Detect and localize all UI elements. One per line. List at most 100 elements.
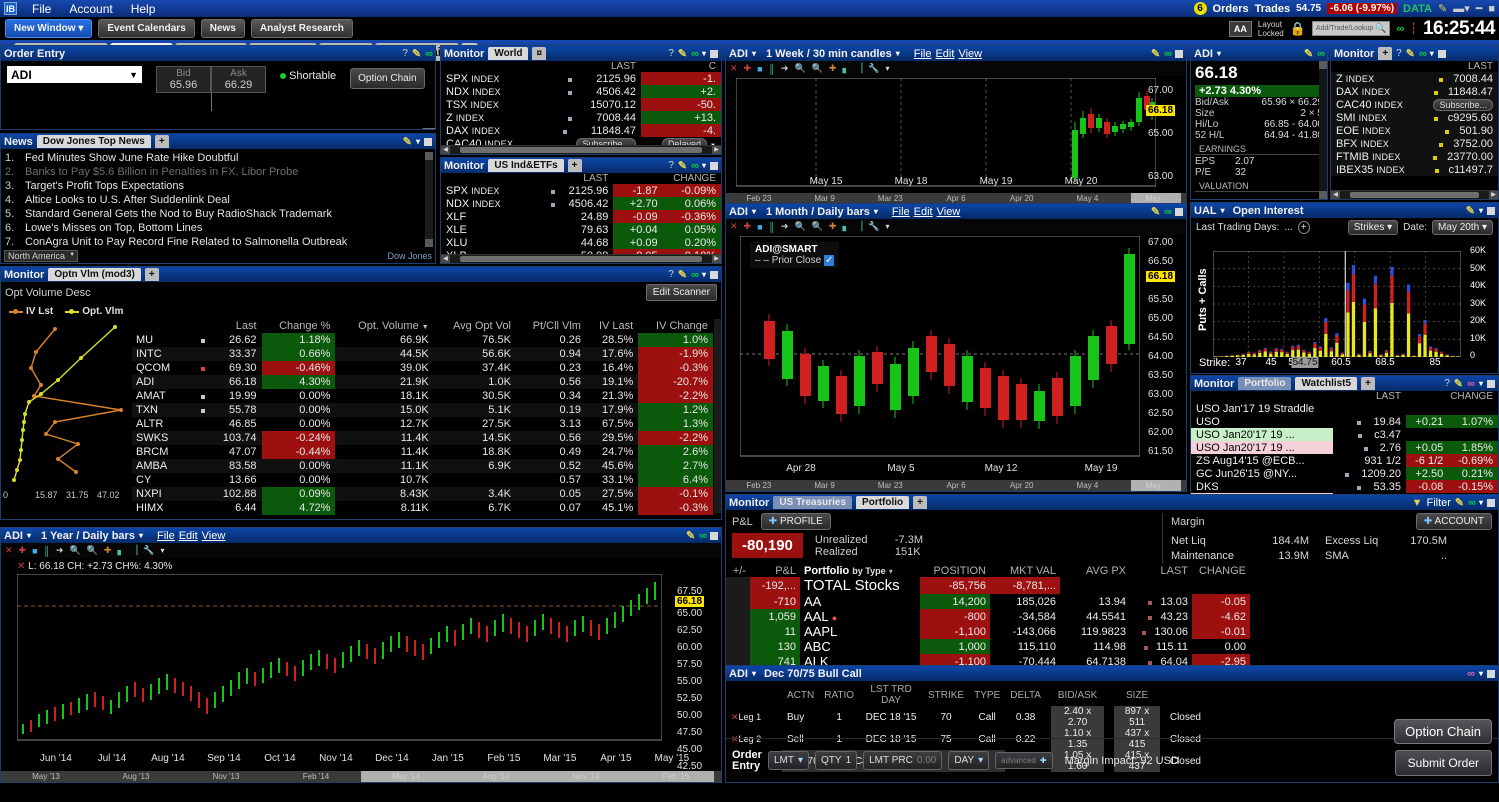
table-row[interactable]: DAX INDEX 11848.47: [1331, 85, 1498, 98]
filter-label[interactable]: Filter: [1426, 496, 1451, 509]
menu-item-account[interactable]: Account: [69, 1, 113, 16]
link-group-icon[interactable]: ∞: [1468, 496, 1476, 509]
scanner-symbol[interactable]: NXPI: [136, 488, 162, 500]
maximize-icon[interactable]: [1437, 49, 1446, 58]
chart2-period[interactable]: 1 Month / Daily bars: [765, 205, 870, 218]
monitor-symbol[interactable]: XLF: [446, 210, 467, 223]
news-add-tab[interactable]: +: [154, 135, 169, 148]
nav-window[interactable]: [1130, 480, 1182, 491]
table-row[interactable]: ZS Aug14'15 @ECB... 931 1/2 -6 1/2 -0.69%: [1191, 454, 1498, 467]
scanner-col-4[interactable]: Pt/Cll Vlm: [532, 320, 581, 332]
scanner-symbol[interactable]: BRCM: [136, 446, 169, 458]
link-group-icon[interactable]: ∞: [691, 159, 699, 172]
pencil-icon[interactable]: ✎: [1150, 206, 1161, 218]
table-row[interactable]: IBEX35 INDEX c11497.7: [1331, 163, 1498, 176]
tools-icon[interactable]: 🔧: [868, 221, 880, 231]
scanner-col-3[interactable]: Avg Opt Vol: [453, 320, 511, 332]
pencil-icon[interactable]: ✎: [1453, 378, 1464, 390]
horizontal-split-icon[interactable]: ▕: [855, 63, 863, 73]
table-row[interactable]: HIMX 6.44 4.72% 8.11K 6.7K 0.07 45.1% -0.3%: [132, 501, 713, 515]
new-window-button[interactable]: New Window ▾: [5, 19, 93, 38]
symbol-select[interactable]: ADI ▼: [7, 66, 142, 83]
scroll-down-arrow[interactable]: [425, 239, 433, 247]
pencil-icon[interactable]: ✎: [677, 160, 688, 172]
strikes-button[interactable]: Strikes ▾: [1347, 220, 1399, 235]
chart1-menu-file[interactable]: File: [913, 47, 932, 60]
news-item[interactable]: 4. Altice Looks to U.S. After Suddenlink …: [1, 193, 435, 207]
candles-icon[interactable]: ║: [768, 63, 775, 74]
news-tab-dow-jones[interactable]: Dow Jones Top News: [36, 135, 151, 148]
chevron-down-icon[interactable]: ▾: [1478, 379, 1483, 388]
table-row[interactable]: FTMIB INDEX 23770.00: [1331, 150, 1498, 163]
maximize-icon[interactable]: [1487, 669, 1495, 678]
scanner-symbol[interactable]: AMAT: [136, 390, 166, 402]
optcombo-symbol[interactable]: ADI: [729, 667, 748, 680]
horizontal-split-icon[interactable]: ▕: [130, 545, 138, 555]
chevron-down-icon[interactable]: ▾: [26, 531, 31, 540]
help-icon[interactable]: ?: [1444, 378, 1450, 389]
zoom-out-icon[interactable]: 🔍: [811, 63, 823, 73]
maximize-icon[interactable]: ■: [1488, 2, 1495, 15]
chart2-plot[interactable]: ADI@SMART – – Prior Close ✓: [726, 234, 1186, 491]
chevron-down-icon[interactable]: ▾: [1478, 669, 1483, 678]
table-row[interactable]: Z INDEX 7008.44: [1331, 72, 1498, 85]
pencil-icon[interactable]: ✎: [411, 48, 422, 60]
chevron-down-icon[interactable]: ▾: [1216, 49, 1221, 58]
table-row[interactable]: DAX INDEX 11848.47 -4.: [441, 124, 721, 137]
pencil-icon[interactable]: ✎: [1150, 48, 1161, 60]
table-row[interactable]: 130 ABC 1,000 115,110 114.98 115.11 0.00: [726, 639, 1498, 654]
combo-option-chain-button[interactable]: Option Chain: [1394, 719, 1492, 744]
news-item[interactable]: 6. Lowe's Misses on Top, Bottom Lines: [1, 221, 435, 235]
vertical-split-icon[interactable]: ▖: [842, 221, 850, 231]
news-button[interactable]: News: [200, 19, 245, 38]
close-icon[interactable]: ✕: [5, 545, 13, 555]
link-group-icon[interactable]: ∞: [1418, 47, 1427, 60]
pin-icon[interactable]: ▬▾: [1453, 3, 1470, 15]
chart1-period[interactable]: 1 Week / 30 min candles: [765, 47, 892, 60]
table-row[interactable]: XLE 79.63 +0.04 0.05%: [441, 223, 721, 236]
position-name[interactable]: ABC: [804, 639, 831, 654]
analyst-research-button[interactable]: Analyst Research: [250, 19, 353, 38]
table-row[interactable]: BRCM 47.07 -0.44% 11.4K 18.8K 0.49 24.7% 2.6%: [132, 445, 713, 459]
table-row[interactable]: AMBA 83.58 0.00% 11.1K 6.9K 0.52 45.6% 2.7%: [132, 459, 713, 473]
chevron-down-icon[interactable]: ▾: [701, 161, 706, 170]
pencil-icon[interactable]: ✎: [1437, 3, 1448, 15]
scanner-col-1[interactable]: Change %: [279, 320, 331, 332]
table-row[interactable]: EOE INDEX 501.90: [1331, 124, 1498, 137]
watchlist-symbol[interactable]: DKS: [1196, 480, 1219, 493]
scroll-right-arrow[interactable]: ▶: [1489, 191, 1498, 199]
watchlist-symbol[interactable]: USO Jan'17 19 Straddle: [1196, 402, 1315, 415]
maximize-icon[interactable]: [1487, 379, 1495, 388]
pointer-icon[interactable]: ➜: [780, 63, 789, 73]
zoom-in-icon[interactable]: 🔍: [794, 221, 806, 231]
maximize-icon[interactable]: [1175, 49, 1183, 58]
tab-portfolio[interactable]: Portfolio: [856, 496, 910, 509]
table-row[interactable]: 741 ALK -1,100 -70,444 64.7138 64.04 -2.95: [726, 654, 1498, 665]
nav-window[interactable]: [361, 771, 714, 782]
table-row[interactable]: SPX INDEX 2125.96 -1.: [441, 72, 721, 85]
add-tab-button[interactable]: +: [567, 159, 582, 172]
zoom-out-icon[interactable]: 🔍: [86, 545, 98, 555]
orders-link[interactable]: Orders: [1212, 2, 1249, 15]
help-icon[interactable]: ?: [1396, 48, 1402, 59]
add-tab-button[interactable]: +: [1361, 377, 1375, 390]
help-icon[interactable]: ?: [668, 269, 674, 280]
maximize-icon[interactable]: [1487, 206, 1495, 215]
profile-button[interactable]: ✚ PROFILE: [760, 513, 831, 530]
scanner-symbol[interactable]: ALTR: [136, 418, 164, 430]
table-row[interactable]: AMAT 19.99 0.00% 18.1K 30.5K 0.34 21.3% -2.2%: [132, 389, 713, 403]
news-item[interactable]: 2. Banks to Pay $5.6 Billion in Penalties…: [1, 165, 435, 179]
vertical-split-icon[interactable]: ▖: [117, 545, 125, 555]
table-row[interactable]: TSX INDEX 15070.12 -50.: [441, 98, 721, 111]
maximize-icon[interactable]: [710, 161, 718, 170]
add-tab-button[interactable]: +: [144, 268, 159, 281]
monitor-symbol[interactable]: SPX INDEX: [446, 72, 500, 85]
ask-cell[interactable]: Ask 66.29: [211, 66, 266, 93]
monitor-symbol[interactable]: NDX INDEX: [446, 85, 501, 98]
pencil-icon[interactable]: ✎: [402, 136, 412, 148]
font-size-button[interactable]: AA: [1228, 20, 1252, 37]
table-row[interactable]: NXPI 102.88 0.09% 8.43K 3.4K 0.05 27.5% -0.1%: [132, 487, 713, 501]
zoom-in-icon[interactable]: 🔍: [794, 63, 806, 73]
horizontal-scrollbar[interactable]: ◀ ▶: [441, 254, 721, 263]
table-row[interactable]: XLF 24.89 -0.09 -0.36%: [441, 210, 721, 223]
